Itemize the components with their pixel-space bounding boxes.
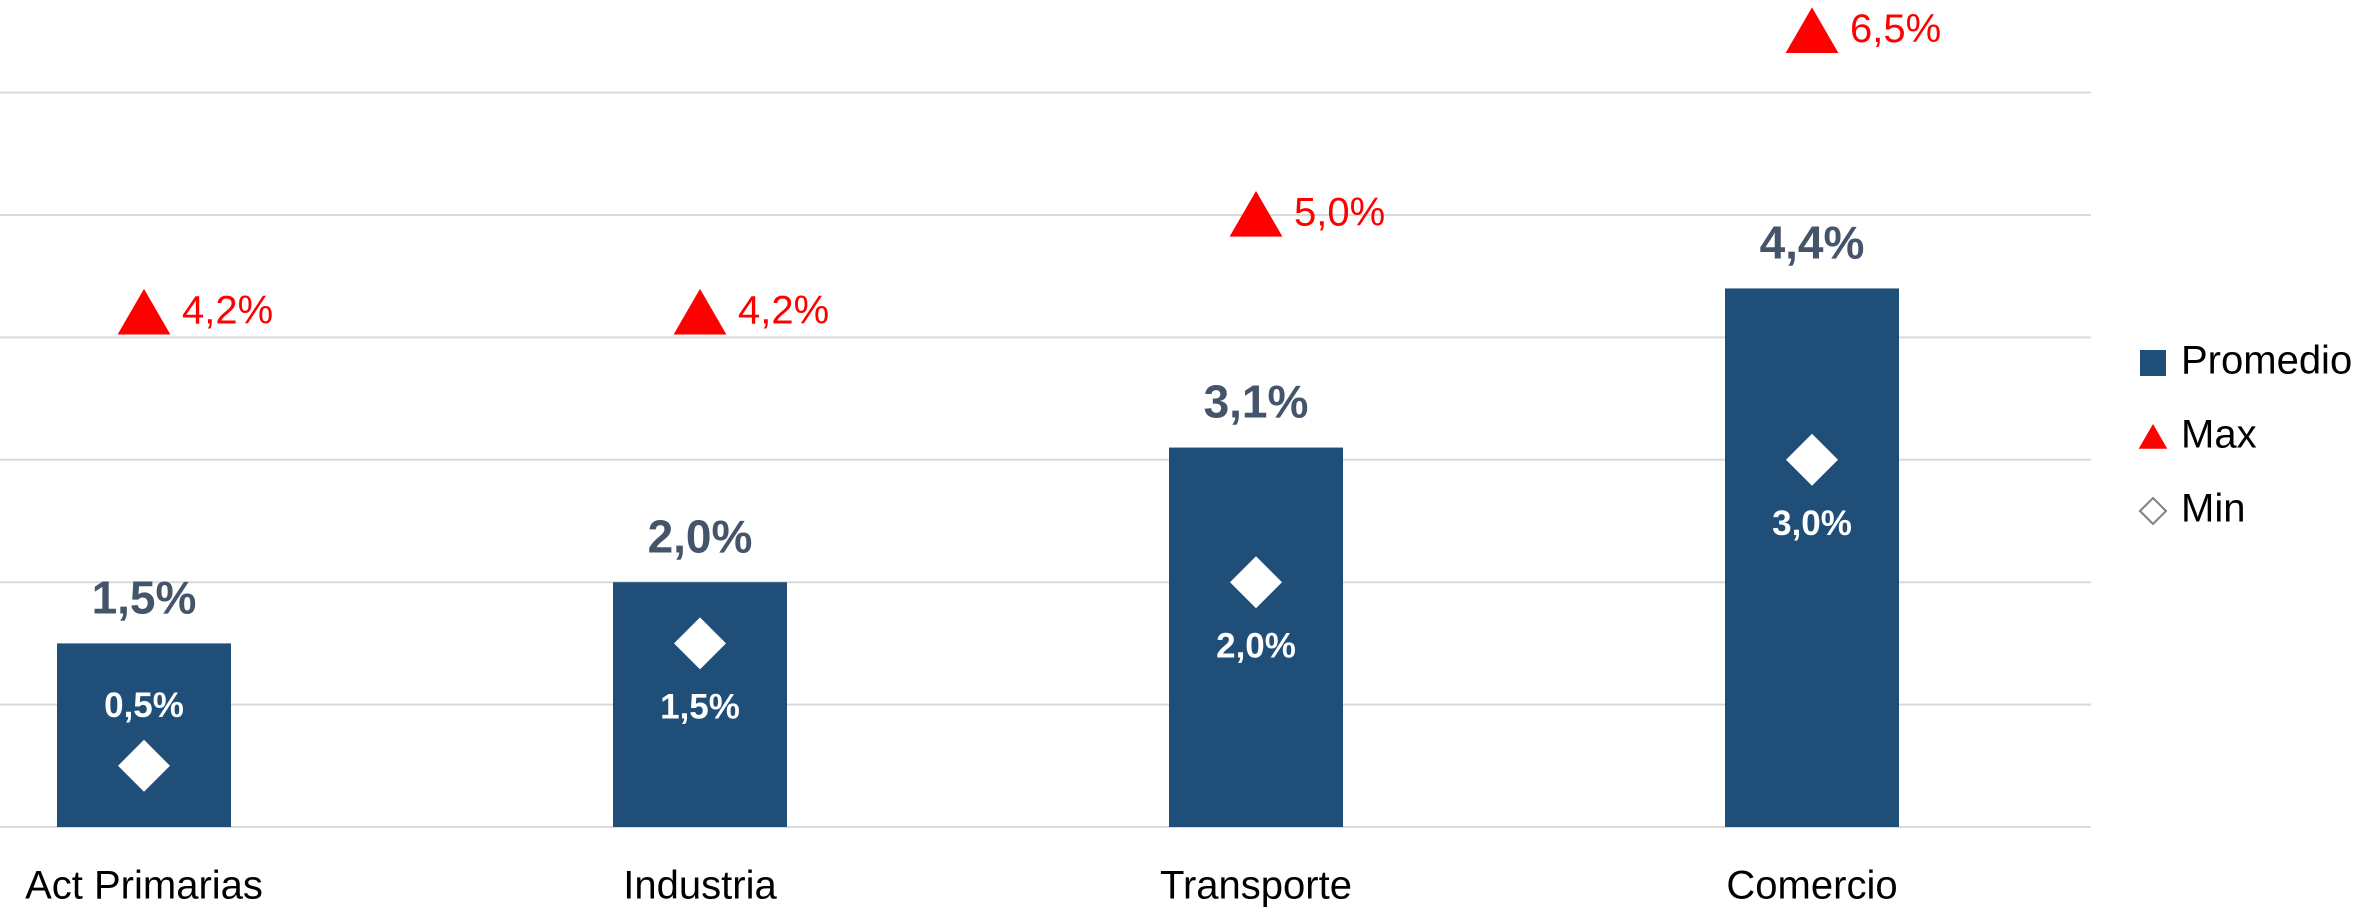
legend-swatch (2138, 424, 2168, 449)
min-marker (1786, 433, 1838, 486)
bar-value-label: 2,0% (648, 510, 753, 562)
max-value-label: 5,0% (1294, 191, 1385, 235)
min-marker (118, 739, 170, 792)
max-marker (673, 288, 727, 335)
max-marker (1785, 7, 1839, 53)
legend-swatch (2140, 350, 2166, 376)
legend-label: Min (2181, 487, 2245, 531)
bar (1169, 447, 1343, 827)
min-value-label: 0,5% (104, 686, 184, 725)
legend-swatch (2138, 496, 2168, 526)
min-value-label: 1,5% (660, 688, 740, 727)
bar-value-label: 4,4% (1760, 217, 1865, 269)
x-tick-label: Comercio (1726, 864, 1897, 908)
min-value-label: 3,0% (1772, 504, 1852, 543)
max-value-label: 4,2% (738, 288, 829, 332)
x-tick-label: Transporte (1160, 864, 1352, 908)
legend-label: Promedio (2181, 339, 2352, 383)
max-value-label: 4,2% (182, 288, 273, 332)
bar (1725, 288, 1899, 827)
max-marker (117, 288, 171, 335)
min-marker (674, 617, 726, 670)
max-marker (1229, 191, 1283, 237)
min-marker (1230, 556, 1282, 609)
bar (57, 643, 231, 827)
legend-label: Max (2181, 413, 2257, 457)
x-tick-label: Industria (623, 864, 777, 908)
x-tick-label: Act Primarias (25, 864, 263, 908)
min-value-label: 2,0% (1216, 626, 1296, 665)
bar-value-label: 1,5% (92, 572, 197, 624)
max-value-label: 6,5% (1850, 7, 1941, 51)
bar-value-label: 3,1% (1204, 376, 1309, 428)
